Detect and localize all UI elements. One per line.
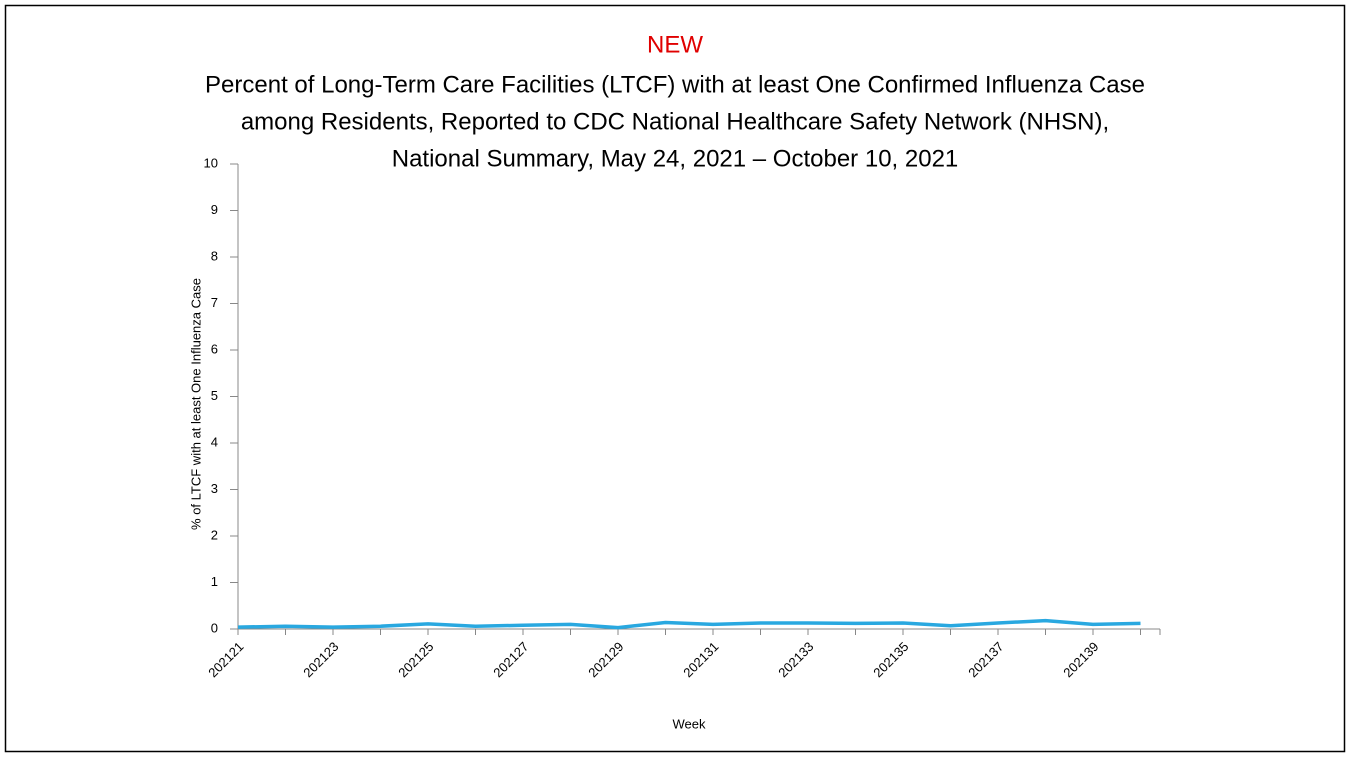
x-tick-label: 202137 [965,639,1006,680]
x-tick-label: 202139 [1060,639,1101,680]
frame [4,4,1346,753]
y-tick-label: 0 [211,620,218,635]
y-axis-label: % of LTCF with at least One Influenza Ca… [188,278,203,530]
x-tick-label: 202131 [680,639,721,680]
x-tick-label: 202125 [395,639,436,680]
x-tick-label: 202121 [205,639,246,680]
x-tick-label: 202129 [585,639,626,680]
y-tick-label: 8 [211,248,218,263]
new-label: NEW [647,31,703,58]
y-tick-label: 9 [211,202,218,217]
data-line [237,618,1141,630]
y-tick-label: 5 [211,388,218,403]
x-axis-label: Week [673,716,706,731]
x-tick-label: 202133 [775,639,816,680]
y-tick-label: 7 [211,295,218,310]
x-tick-label: 202127 [490,639,531,680]
y-tick-label: 10 [204,155,218,170]
chart-title: National Summary, May 24, 2021 – October… [392,145,959,172]
chart-title: among Residents, Reported to CDC Nationa… [241,108,1109,135]
y-tick-label: 1 [211,574,218,589]
y-tick-label: 4 [211,434,218,449]
x-tick-label: 202135 [870,639,911,680]
y-tick-label: 2 [211,527,218,542]
x-tick-label: 202123 [300,639,341,680]
y-tick-label: 6 [211,341,218,356]
y-tick-label: 3 [211,481,218,496]
chart-title: Percent of Long-Term Care Facilities (LT… [205,71,1145,98]
